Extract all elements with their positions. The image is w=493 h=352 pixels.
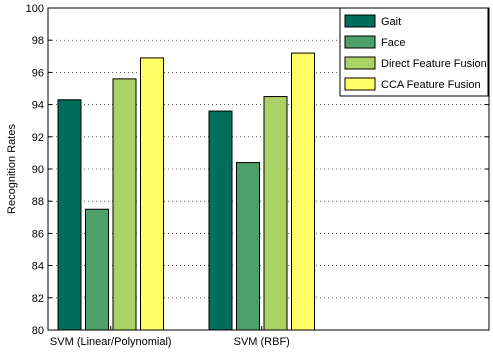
y-tick-label: 88 [32,196,44,208]
legend-swatch [344,14,376,28]
legend-label: Direct Feature Fusion [381,58,487,70]
y-tick-label: 100 [26,3,44,15]
y-axis-label: Recognition Rates [6,124,18,214]
bar-face [236,162,260,331]
legend: Gait Face Direct Feature Fusion CCA Feature… [339,7,489,97]
bar-direct-feature-fusion [112,78,137,331]
legend-swatch [344,35,376,49]
y-tick-label: 82 [32,293,44,305]
bar-gait [208,110,233,331]
bar-cca-feature-fusion [291,52,315,331]
legend-label: CCA Feature Fusion [381,79,481,91]
x-tick-label: SVM (RBF) [234,336,290,348]
bar-direct-feature-fusion [263,96,288,331]
legend-label: Gait [381,16,401,28]
legend-swatch [344,56,376,70]
legend-label: Face [381,37,405,49]
y-tick-label: 84 [32,261,44,273]
y-tick-label: 92 [32,132,44,144]
legend-swatch [344,77,376,91]
x-tick-label: SVM (Linear/Polynomial) [50,336,172,348]
y-axis-ticks: 80 82 84 86 88 90 92 94 96 98 100 [26,3,489,337]
bar-gait [57,99,82,331]
y-tick-label: 90 [32,164,44,176]
y-tick-label: 80 [32,325,44,337]
bars [57,52,315,331]
y-tick-label: 94 [32,100,44,112]
y-tick-label: 98 [32,35,44,47]
bar-face [85,208,109,331]
x-axis-ticks: SVM (Linear/Polynomial) SVM (RBF) [50,326,290,348]
bar-cca-feature-fusion [140,57,164,331]
y-tick-label: 96 [32,67,44,79]
y-tick-label: 86 [32,228,44,240]
